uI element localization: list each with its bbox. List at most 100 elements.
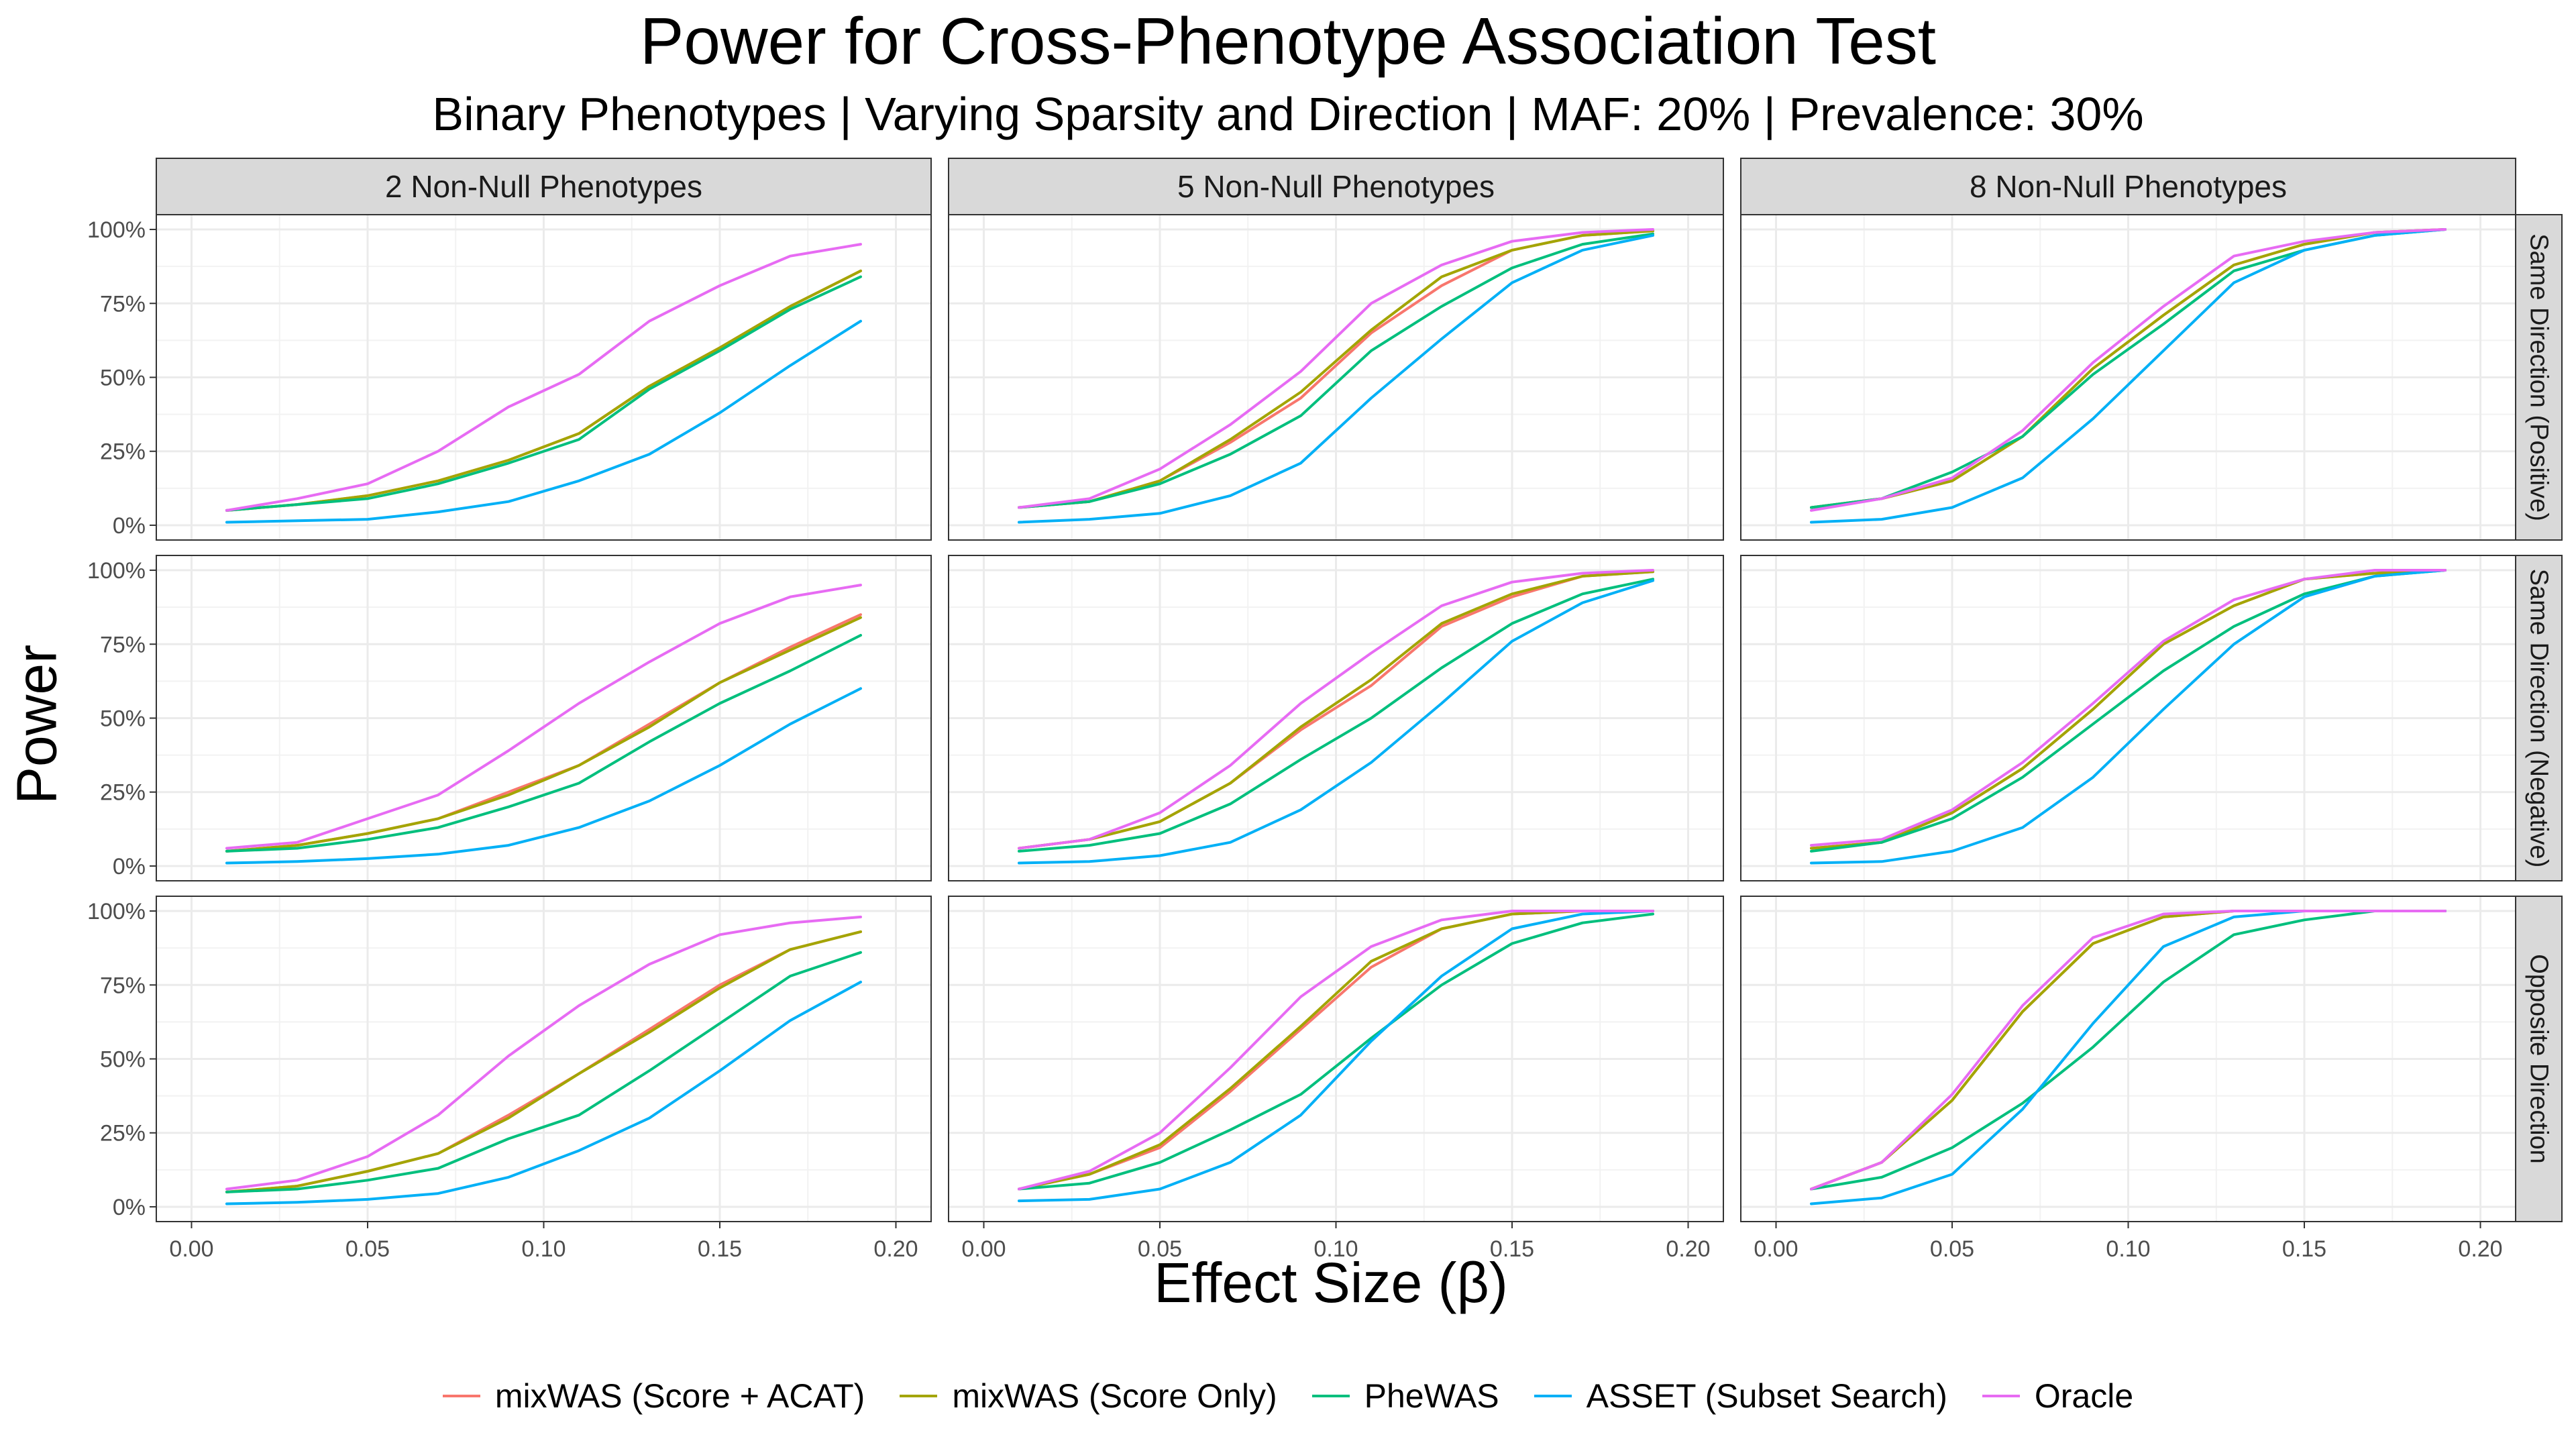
series-line	[1018, 233, 1654, 524]
series-line	[225, 915, 862, 1191]
row-strip: Opposite Direction	[2515, 896, 2563, 1222]
series-line	[1018, 910, 1654, 1191]
panel-border	[1740, 214, 2516, 541]
col-strip: 5 Non-Null Phenotypes	[948, 158, 1724, 215]
legend-label: PheWAS	[1364, 1377, 1499, 1415]
legend: mixWAS (Score + ACAT) mixWAS (Score Only…	[0, 1377, 2576, 1415]
y-tick-label: 0%	[113, 1195, 146, 1220]
panel-border	[948, 555, 1724, 881]
y-tick-label: 100%	[87, 558, 146, 584]
legend-key	[1311, 1395, 1350, 1397]
panel-border	[1740, 555, 2516, 881]
legend-key	[900, 1395, 938, 1397]
y-tick-label: 75%	[100, 291, 146, 317]
facet-panel	[1740, 555, 2516, 881]
facet-panel: 0% 25% 50% 75% 100% 0.00 0.05 0.10 0.15 0.20	[87, 896, 932, 1262]
series-line	[1018, 229, 1654, 509]
y-tick-label: 75%	[100, 973, 146, 998]
legend-key	[1982, 1395, 2020, 1397]
row-strip-label: Same Direction (Positive)	[2525, 233, 2553, 521]
y-tick-label: 0%	[113, 513, 146, 539]
series-line	[1810, 910, 2447, 1191]
legend-key	[442, 1395, 480, 1397]
y-tick-label: 25%	[100, 1121, 146, 1146]
series-line	[225, 687, 862, 865]
series-line	[1018, 570, 1654, 850]
legend-label: mixWAS (Score + ACAT)	[494, 1377, 865, 1415]
series-line	[1018, 578, 1654, 853]
legend-item-phewas[interactable]: PheWAS	[1311, 1377, 1499, 1415]
row-strip-box	[2515, 555, 2563, 881]
series-line	[1810, 569, 2447, 853]
y-tick-label: 100%	[87, 217, 146, 243]
legend-key	[1534, 1395, 1572, 1397]
facet-panel	[948, 555, 1724, 881]
series-line	[1018, 910, 1654, 1203]
series-line	[1810, 569, 2447, 847]
row-strip-box	[2515, 214, 2563, 541]
legend-item-mixwas-score-acat[interactable]: mixWAS (Score + ACAT)	[442, 1377, 865, 1415]
col-strip: 2 Non-Null Phenotypes	[156, 158, 932, 215]
facet-panel	[1740, 214, 2516, 541]
x-tick-label: 0.05	[345, 1236, 390, 1262]
row-strip: Same Direction (Negative)	[2515, 555, 2563, 881]
panel-border	[948, 214, 1724, 541]
x-tick-label: 0.00	[169, 1236, 213, 1262]
series-line	[1810, 569, 2447, 865]
facet-panel: 0% 25% 50% 75% 100%	[87, 214, 932, 541]
y-axis-label: Power	[5, 644, 68, 805]
col-strip-label: 2 Non-Null Phenotypes	[385, 169, 702, 204]
series-line	[1018, 912, 1654, 1191]
y-tick-label: 50%	[100, 366, 146, 391]
series-line	[1018, 232, 1654, 509]
series-line	[225, 584, 862, 850]
x-tick-label: 0.05	[1138, 1236, 1182, 1262]
y-tick-label: 50%	[100, 1047, 146, 1073]
series-line	[225, 951, 862, 1193]
facet-panel: 0.00 0.05 0.10 0.15 0.20	[948, 896, 1724, 1262]
series-line	[225, 319, 862, 524]
x-tick-label: 0.10	[521, 1236, 566, 1262]
x-tick-label: 0.15	[2282, 1236, 2326, 1262]
y-tick-label: 100%	[87, 899, 146, 924]
series-line	[225, 980, 862, 1205]
legend-label: ASSET (Subset Search)	[1586, 1377, 1947, 1415]
x-tick-label: 0.00	[961, 1236, 1006, 1262]
col-strip-label: 8 Non-Null Phenotypes	[1970, 169, 2287, 204]
row-strip-label: Opposite Direction	[2525, 954, 2553, 1164]
col-strip-label: 5 Non-Null Phenotypes	[1177, 169, 1495, 204]
x-tick-label: 0.20	[1666, 1236, 1710, 1262]
x-tick-label: 0.15	[698, 1236, 742, 1262]
series-line	[1810, 228, 2447, 524]
series-line	[1018, 910, 1654, 1191]
x-tick-label: 0.10	[2106, 1236, 2150, 1262]
series-line	[1018, 579, 1654, 865]
col-strip: 8 Non-Null Phenotypes	[1740, 158, 2516, 215]
facet-panel	[948, 214, 1724, 541]
y-tick-label: 0%	[113, 854, 146, 879]
series-line	[225, 269, 862, 512]
legend-item-asset[interactable]: ASSET (Subset Search)	[1534, 1377, 1947, 1415]
x-tick-label: 0.20	[873, 1236, 918, 1262]
series-line	[1810, 569, 2447, 850]
x-axis-label: Effect Size (β)	[1154, 1251, 1508, 1314]
facet-panel: 0% 25% 50% 75% 100%	[87, 555, 932, 881]
x-tick-label: 0.05	[1930, 1236, 1974, 1262]
series-line	[1810, 910, 2447, 1191]
legend-label: mixWAS (Score Only)	[952, 1377, 1277, 1415]
series-line	[225, 243, 862, 512]
col-strip-box	[1740, 158, 2516, 215]
chart-title: Power for Cross-Phenotype Association Te…	[640, 4, 1936, 78]
series-line	[225, 616, 862, 853]
series-line	[225, 275, 862, 512]
y-tick-label: 75%	[100, 632, 146, 657]
facet-panel: 0.00 0.05 0.10 0.15 0.20	[1740, 896, 2516, 1262]
legend-item-mixwas-score-only[interactable]: mixWAS (Score Only)	[900, 1377, 1277, 1415]
legend-item-oracle[interactable]: Oracle	[1982, 1377, 2133, 1415]
legend-label: Oracle	[2034, 1377, 2134, 1415]
series-line	[225, 930, 862, 1193]
series-line	[1018, 569, 1654, 850]
x-tick-label: 0.20	[2458, 1236, 2502, 1262]
x-tick-label: 0.15	[1490, 1236, 1534, 1262]
